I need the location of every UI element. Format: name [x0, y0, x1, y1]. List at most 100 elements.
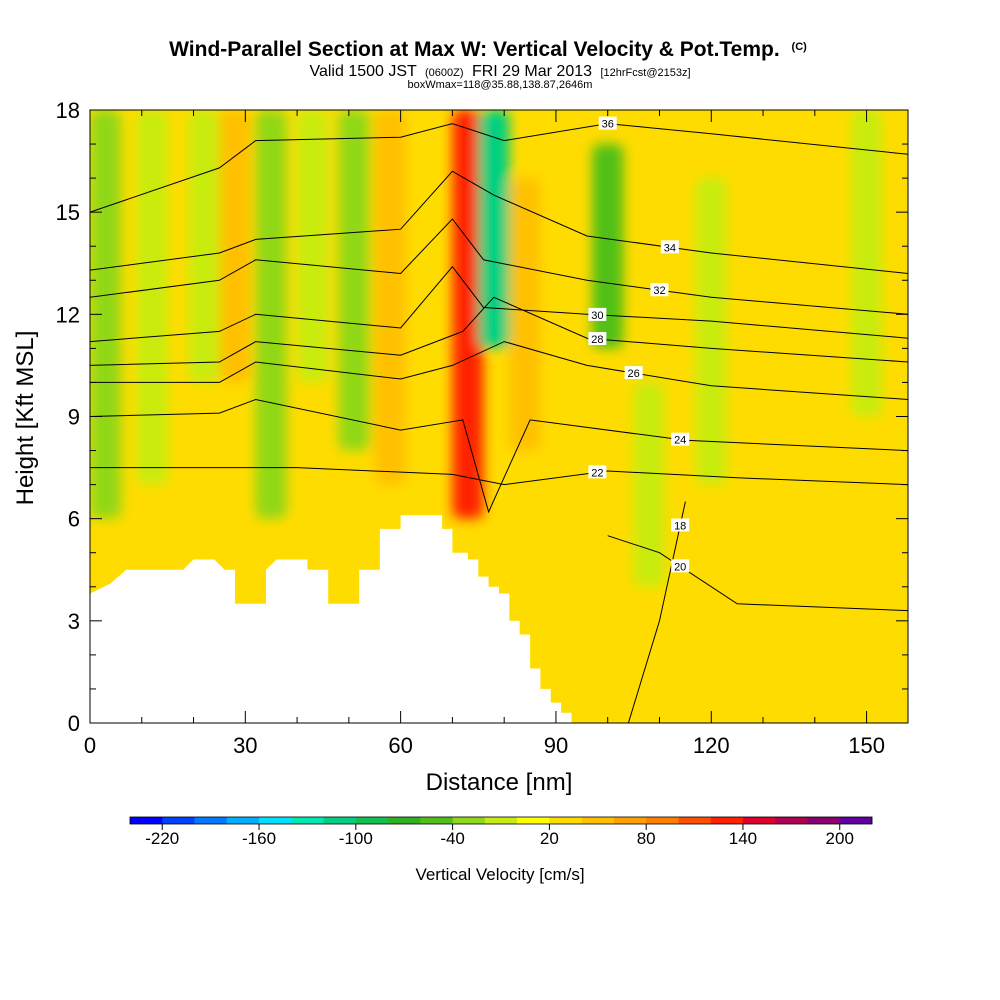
- y-tick-label-0: 0: [68, 711, 80, 736]
- plot-area: 18 20 22 24 26 28 30 32 34 36: [90, 110, 908, 723]
- theta-contour-18: [627, 501, 686, 723]
- velocity-feature-3: [219, 110, 251, 383]
- colorbar-segment-22: [839, 817, 873, 824]
- x-tick-label-90: 90: [544, 733, 568, 758]
- y-tick-label-18: 18: [56, 98, 80, 123]
- x-tick-label-0: 0: [84, 733, 96, 758]
- colorbar-segment-12: [517, 817, 550, 824]
- colorbar-segment-8: [388, 817, 421, 824]
- contour-label-22: 22: [591, 467, 603, 479]
- velocity-feature-10: [509, 178, 541, 451]
- colorbar-segment-6: [323, 817, 357, 824]
- velocity-feature-13: [695, 178, 727, 485]
- subtitle-valid-time: Valid 1500 JST: [309, 63, 417, 80]
- colorbar-segment-9: [420, 817, 453, 824]
- y-tick-label-6: 6: [68, 507, 80, 532]
- x-tick-label-30: 30: [233, 733, 257, 758]
- contour-label-bg-24: [671, 432, 690, 446]
- contour-label-20: 20: [674, 561, 686, 573]
- colorbar-frame: [129, 816, 873, 825]
- colorbar-tick-label-1: -160: [242, 829, 276, 848]
- colorbar-segment-21: [807, 817, 841, 824]
- colorbar-segment-7: [355, 817, 389, 824]
- contour-label-bg-26: [624, 366, 643, 380]
- colorbar-segment-15: [613, 817, 647, 824]
- velocity-feature-8: [452, 110, 484, 519]
- colorbar-segment-10: [452, 817, 486, 824]
- theta-contours: [90, 123, 908, 723]
- colorbar-segment-5: [291, 817, 324, 824]
- colorbar-tick-label-7: 200: [826, 829, 854, 848]
- y-axis-label: Height [Kft MSL]: [12, 331, 39, 506]
- contour-label-bg-18: [671, 518, 690, 532]
- theta-contour-26: [90, 341, 908, 400]
- subtitle-date: FRI 29 Mar 2013: [472, 63, 592, 80]
- contour-label-bg-34: [660, 240, 679, 254]
- colorbar-segment-3: [226, 817, 260, 824]
- theta-contour-22: [90, 467, 908, 486]
- velocity-feature-6: [338, 110, 370, 451]
- chart-title-mark: (C): [792, 41, 808, 53]
- theta-contour-36: [90, 123, 908, 213]
- y-tick-label-12: 12: [56, 302, 80, 327]
- contour-label-24: 24: [674, 435, 686, 447]
- x-axis-label: Distance [nm]: [426, 769, 573, 796]
- colorbar-segment-18: [710, 817, 744, 824]
- colorbar-tick-label-2: -100: [339, 829, 373, 848]
- contour-label-26: 26: [627, 368, 639, 380]
- colorbar-segment-17: [678, 817, 711, 824]
- theta-contour-28: [90, 296, 908, 366]
- contour-label-bg-30: [588, 307, 607, 321]
- contour-label-30: 30: [591, 310, 603, 322]
- colorbar-tick-label-6: 140: [729, 829, 757, 848]
- x-tick-label-120: 120: [693, 733, 730, 758]
- contour-labels: 18 20 22 24 26 28 30 32 34 36: [588, 116, 690, 573]
- colorbar-tick-label-5: 80: [637, 829, 656, 848]
- theta-contour-24: [90, 398, 908, 514]
- colorbar-segment-13: [549, 817, 582, 824]
- colorbar: [129, 816, 873, 825]
- velocity-feature-4: [255, 110, 287, 519]
- theta-contour-32: [90, 218, 908, 315]
- colorbar-ticks: -220 -160 -100 -40 20 80 140 200: [145, 824, 854, 848]
- y-tick-label-15: 15: [56, 200, 80, 225]
- theta-contour-20: [607, 535, 908, 612]
- contour-label-bg-22: [588, 465, 607, 479]
- x-tick-label-60: 60: [388, 733, 412, 758]
- chart-subtitle-box: boxWmax=118@35.88,138.87,2646m: [408, 79, 593, 91]
- colorbar-segment-19: [742, 817, 776, 824]
- colorbar-segment-20: [775, 817, 808, 824]
- velocity-feature-1: [136, 110, 168, 485]
- theta-contour-30: [90, 265, 908, 343]
- chart-title: Wind-Parallel Section at Max W: Vertical…: [169, 38, 807, 61]
- colorbar-tick-label-0: -220: [145, 829, 179, 848]
- terrain-mask: [90, 515, 572, 723]
- colorbar-tick-label-4: 20: [540, 829, 559, 848]
- y-tick-label-9: 9: [68, 405, 80, 430]
- contour-label-36: 36: [602, 119, 614, 131]
- colorbar-segment-0: [130, 817, 163, 824]
- colorbar-segment-14: [581, 817, 615, 824]
- y-tick-label-3: 3: [68, 609, 80, 634]
- colorbar-segment-2: [194, 817, 228, 824]
- contour-label-28: 28: [591, 334, 603, 346]
- velocity-field: [90, 110, 883, 587]
- velocity-feature-12: [633, 382, 665, 587]
- velocity-feature-14: [851, 110, 883, 417]
- x-tick-label-150: 150: [848, 733, 885, 758]
- colorbar-title: Vertical Velocity [cm/s]: [415, 865, 584, 884]
- colorbar-segment-11: [484, 817, 518, 824]
- contour-label-bg-36: [598, 116, 617, 130]
- velocity-feature-9: [478, 110, 510, 349]
- contour-label-18: 18: [674, 520, 686, 532]
- x-axis: 0 30 60 90 120 150: [84, 110, 885, 758]
- subtitle-utc: (0600Z): [425, 67, 464, 79]
- contour-label-bg-32: [650, 283, 669, 297]
- velocity-feature-7: [374, 110, 406, 485]
- colorbar-segment-1: [162, 817, 195, 824]
- velocity-feature-11: [592, 144, 624, 349]
- colorbar-segment-4: [259, 817, 292, 824]
- contour-label-34: 34: [664, 242, 676, 254]
